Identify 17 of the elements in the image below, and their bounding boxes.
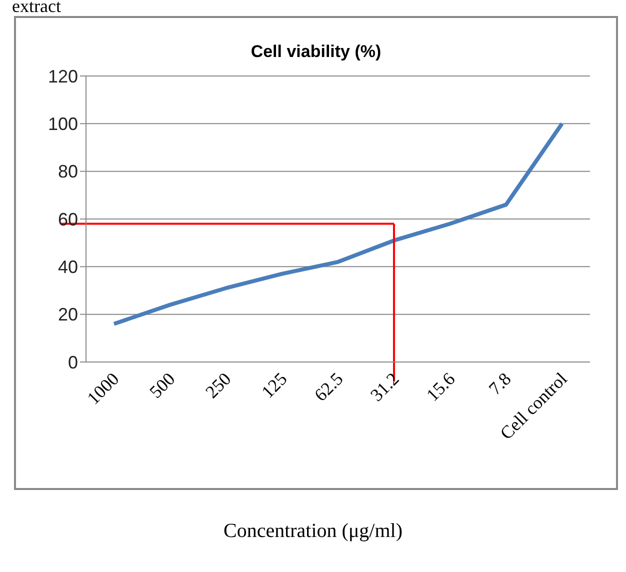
x-axis-title: Concentration (μg/ml) — [222, 520, 404, 543]
x-tick-label: 7.8 — [484, 368, 515, 399]
y-tick-label: 20 — [58, 304, 78, 325]
chart-title: Cell viability (%) — [250, 42, 382, 62]
y-tick-label: 120 — [48, 66, 78, 86]
y-tick-label: 100 — [48, 114, 78, 134]
y-tick-label: 80 — [58, 162, 78, 182]
x-tick-label: 15.6 — [422, 368, 459, 406]
x-tick-label: 31.2 — [366, 368, 403, 406]
y-tick-label: 0 — [68, 352, 78, 372]
x-tick-label: 125 — [258, 368, 291, 402]
x-tick-label: 500 — [146, 368, 179, 402]
text: extract — [12, 0, 61, 17]
y-tick-label: 40 — [58, 257, 78, 278]
line-series — [112, 122, 564, 326]
x-tick-label: 250 — [202, 368, 235, 402]
x-tick-label: 62.5 — [310, 368, 347, 406]
